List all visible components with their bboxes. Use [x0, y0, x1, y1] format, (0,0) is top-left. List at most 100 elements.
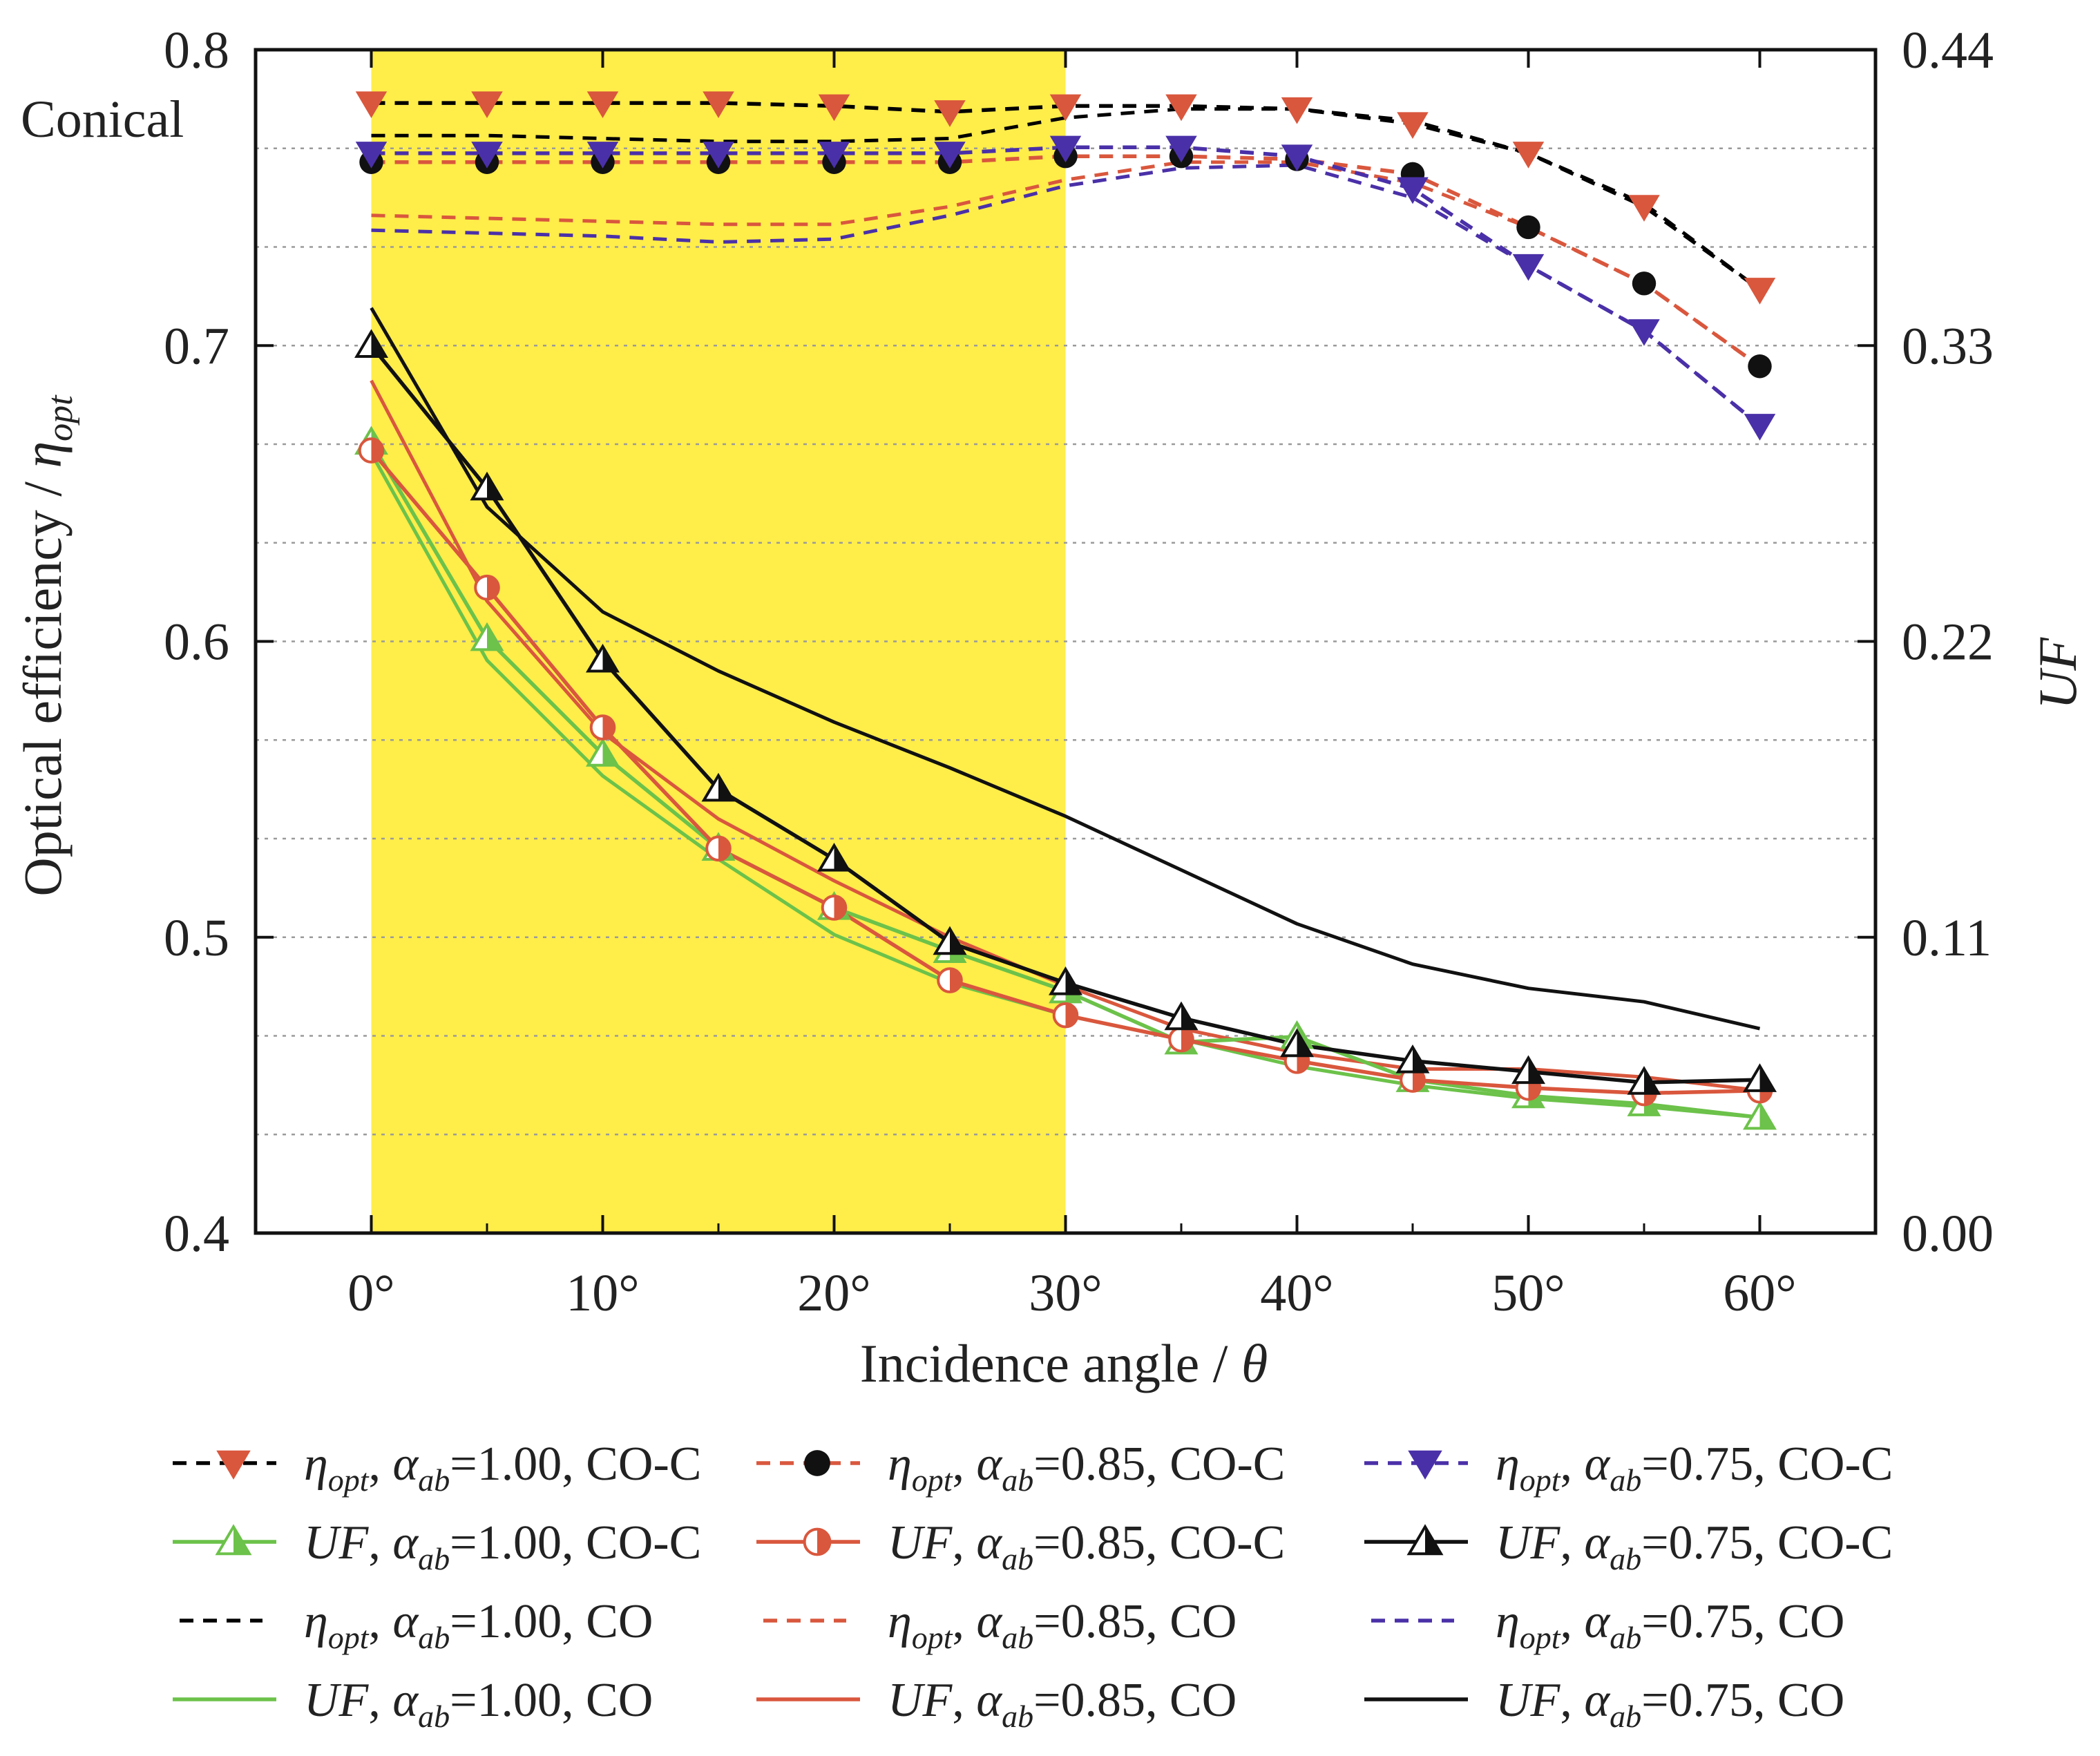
marker-uf085coc — [474, 574, 500, 601]
marker-shape — [1628, 195, 1660, 222]
marker-shape — [703, 142, 734, 169]
marker-eta075coc — [1049, 135, 1082, 163]
marker-shape — [818, 142, 850, 169]
marker-shape — [1744, 414, 1776, 441]
x-tick-label: 60° — [1723, 1264, 1796, 1322]
marker-uf085coc — [1052, 1002, 1079, 1029]
marker-eta085coc — [1748, 354, 1772, 379]
x-tick-label: 0° — [347, 1264, 394, 1322]
marker-eta075coc — [1512, 254, 1545, 281]
series-markers — [354, 91, 1777, 1130]
marker-fill — [1759, 1066, 1775, 1091]
marker-eta075coc — [818, 142, 850, 169]
marker-uf075coc — [1280, 1028, 1314, 1058]
marker-eta085coc — [1516, 215, 1540, 240]
marker-eta100coc — [355, 91, 388, 119]
legend-item-eta075coc: ηopt, αab=0.75, CO-C — [1364, 1438, 1893, 1498]
y-right-tick-label: 0.44 — [1902, 21, 1994, 79]
marker-shape — [216, 1450, 251, 1480]
marker-uf075coc — [1743, 1063, 1777, 1092]
legend-item-eta085coc: ηopt, αab=0.85, CO-C — [756, 1438, 1285, 1498]
legend-label: ηopt, αab=0.75, CO — [1496, 1595, 1844, 1655]
marker-uf075coc — [1049, 966, 1082, 995]
marker-fill — [1425, 1527, 1441, 1554]
marker-uf075coc — [354, 329, 388, 358]
legend-item-uf100coc: UF, αab=1.00, CO-C — [173, 1516, 701, 1576]
y-left-tick-label: 0.8 — [164, 21, 229, 79]
legend: ηopt, αab=1.00, CO-C ηopt, αab=0.85, CO-C… — [173, 1438, 1893, 1734]
marker-fill — [950, 928, 964, 954]
marker-shape — [1408, 1450, 1442, 1480]
marker-uf075coc — [1627, 1066, 1661, 1095]
marker-eta075coc — [1628, 319, 1660, 346]
marker-fill — [602, 646, 618, 671]
marker-uf075coc — [701, 772, 736, 802]
y-right-tick-label: 0.00 — [1902, 1205, 1994, 1263]
legend-item-uf100co: UF, αab=1.00, CO — [173, 1674, 653, 1734]
marker-shape — [1628, 319, 1660, 346]
marker-fill — [602, 716, 615, 739]
marker-fill — [1181, 1004, 1196, 1029]
y-left-tick-label: 0.7 — [164, 317, 229, 375]
marker-shape — [818, 94, 850, 122]
marker-uf075coc — [1164, 1001, 1199, 1031]
marker-eta075coc — [1744, 414, 1776, 441]
marker-fill — [1759, 1103, 1775, 1129]
marker-shape — [1165, 135, 1197, 163]
marker-eta100coc — [1512, 142, 1545, 169]
marker-uf085coc — [589, 714, 616, 741]
legend-label: UF, αab=1.00, CO — [304, 1674, 653, 1734]
legend-label: UF, αab=0.85, CO — [888, 1674, 1237, 1734]
marker-eta100coc — [1628, 195, 1660, 222]
legend-label: UF, αab=1.00, CO-C — [304, 1516, 701, 1576]
marker-uf075coc — [586, 643, 620, 673]
marker-eta100coc — [934, 100, 966, 127]
y-right-tick-label: 0.22 — [1902, 613, 1994, 671]
marker-fill — [371, 332, 386, 356]
marker-eta085coc — [1632, 271, 1657, 296]
marker-fill — [1528, 1058, 1543, 1083]
legend-marker — [803, 1527, 832, 1556]
marker-eta100coc — [818, 94, 850, 122]
y-right-tick-label: 0.33 — [1902, 317, 1994, 375]
marker-fill — [1413, 1047, 1427, 1072]
marker-fill — [834, 896, 846, 919]
marker-eta075coc — [703, 142, 734, 169]
legend-item-uf085coc: UF, αab=0.85, CO-C — [756, 1516, 1285, 1576]
marker-fill — [602, 741, 618, 765]
marker-shape — [1281, 97, 1313, 124]
marker-fill — [1065, 968, 1080, 994]
marker-shape — [1516, 215, 1540, 240]
marker-eta100coc — [1397, 112, 1429, 139]
y-axis-title-right: UF — [2027, 637, 2088, 709]
legend-marker — [1408, 1450, 1442, 1480]
legend-item-uf075coc: UF, αab=0.75, CO-C — [1364, 1516, 1893, 1576]
marker-eta075coc — [1397, 177, 1429, 204]
x-tick-label: 10° — [566, 1264, 639, 1322]
marker-fill — [950, 968, 962, 992]
marker-shape — [1165, 94, 1197, 122]
marker-eta100coc — [1281, 97, 1313, 124]
marker-fill — [487, 474, 502, 499]
marker-shape — [1512, 142, 1545, 169]
marker-fill — [487, 575, 499, 600]
marker-shape — [586, 142, 619, 169]
marker-uf075coc — [1511, 1055, 1545, 1085]
marker-uf075coc — [470, 471, 504, 501]
marker-shape — [934, 100, 966, 127]
marker-eta100coc — [703, 91, 734, 119]
marker-fill — [371, 439, 383, 462]
marker-uf085coc — [937, 967, 963, 993]
y-right-tick-label: 0.11 — [1902, 909, 1992, 967]
legend-label: ηopt, αab=0.85, CO — [888, 1595, 1237, 1655]
marker-shape — [586, 91, 619, 119]
marker-eta100coc — [1049, 94, 1082, 122]
x-tick-label: 20° — [797, 1264, 870, 1322]
marker-shape — [1748, 354, 1772, 379]
legend-item-eta085co: ηopt, αab=0.85, CO — [763, 1595, 1237, 1655]
marker-shape — [934, 142, 966, 169]
marker-eta100coc — [471, 91, 503, 119]
y-left-tick-label: 0.5 — [164, 909, 229, 967]
x-tick-label: 40° — [1260, 1264, 1333, 1322]
marker-uf085coc — [705, 835, 732, 862]
